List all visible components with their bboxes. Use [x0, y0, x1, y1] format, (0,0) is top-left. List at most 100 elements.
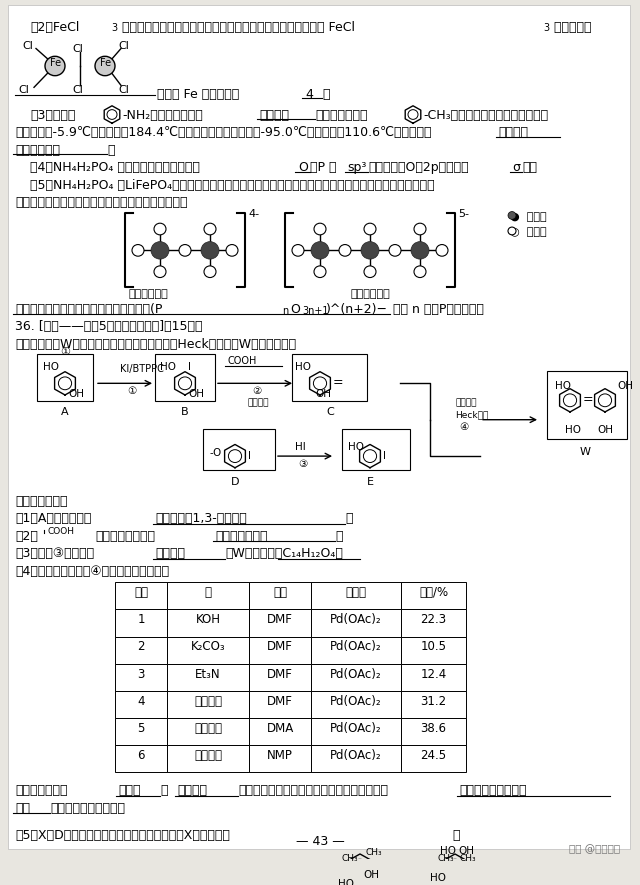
Bar: [115, 610, 167, 636]
Text: 和: 和: [160, 784, 168, 797]
Text: HO: HO: [160, 362, 176, 372]
Text: 中的化学键具有明显的共价性，蒸汽状态下以双聚分子存在的 FeCl: 中的化学键具有明显的共价性，蒸汽状态下以双聚分子存在的 FeCl: [118, 21, 355, 35]
Text: 5-: 5-: [458, 209, 469, 219]
Text: ；P 的: ；P 的: [310, 161, 337, 174]
Text: -CH₃）的相对分子质量相近，但苯: -CH₃）的相对分子质量相近，但苯: [423, 109, 548, 122]
Text: 六氮呉啊: 六氮呉啊: [194, 695, 222, 708]
Circle shape: [154, 266, 166, 278]
Bar: [167, 691, 249, 718]
Bar: [167, 718, 249, 745]
Bar: [311, 582, 401, 610]
Text: HO: HO: [348, 442, 364, 451]
Text: OH: OH: [458, 846, 474, 856]
Circle shape: [132, 244, 144, 256]
Bar: [115, 582, 167, 610]
Bar: [115, 636, 167, 664]
Text: 5: 5: [138, 722, 145, 735]
Text: 3n+1: 3n+1: [302, 305, 328, 316]
Text: 之间存在氢键: 之间存在氢键: [15, 143, 60, 157]
Text: -NH₂）的晶体类型是: -NH₂）的晶体类型是: [122, 109, 203, 122]
Bar: [401, 610, 466, 636]
Text: 。: 。: [322, 88, 330, 101]
Circle shape: [414, 223, 426, 235]
Text: 六氮呉啊: 六氮呉啊: [194, 722, 222, 735]
Text: 钯催化剂: 钯催化剂: [455, 398, 477, 407]
Text: E: E: [367, 477, 374, 488]
Circle shape: [361, 242, 379, 259]
Text: Cl: Cl: [118, 85, 129, 96]
Circle shape: [151, 242, 169, 259]
Text: -O: -O: [210, 449, 222, 458]
Text: ，W的分子式为C₁₄H₁₂O₄。: ，W的分子式为C₁₄H₁₂O₄。: [225, 547, 343, 560]
Text: 这类磷酸根离子的化学式可用通式表示为(P: 这类磷酸根离子的化学式可用通式表示为(P: [15, 303, 163, 316]
Text: HO: HO: [555, 381, 571, 391]
Text: 。: 。: [107, 143, 115, 157]
Circle shape: [364, 266, 376, 278]
Bar: [311, 745, 401, 773]
Text: （5）X为D的同分异构体，写出满足如下条件的X的结构简式: （5）X为D的同分异构体，写出满足如下条件的X的结构简式: [15, 828, 230, 842]
Text: Fe: Fe: [100, 58, 111, 68]
Text: 催化剂: 催化剂: [346, 586, 367, 599]
Text: DMA: DMA: [266, 722, 294, 735]
Text: 胺的熔点（-5.9℃）、沸点（184.4℃）分别高于甲苯的熔点（-95.0℃）、沸点（110.6℃），原因是: 胺的熔点（-5.9℃）、沸点（184.4℃）分别高于甲苯的熔点（-95.0℃）、…: [15, 127, 431, 139]
Circle shape: [314, 223, 326, 235]
Text: 分子晶体: 分子晶体: [259, 109, 289, 122]
Text: OH: OH: [597, 425, 613, 435]
Text: 碱: 碱: [205, 586, 211, 599]
Text: ①: ①: [127, 386, 136, 396]
Bar: [401, 691, 466, 718]
Bar: [401, 582, 466, 610]
Text: σ: σ: [512, 161, 520, 174]
Text: 。: 。: [452, 828, 460, 842]
Text: 氧化白藜芦醇W具有抗病毒等作用。下面是利用Heck反应合成W的一种方法：: 氧化白藜芦醇W具有抗病毒等作用。下面是利用Heck反应合成W的一种方法：: [15, 338, 296, 350]
Text: 。: 。: [345, 512, 353, 526]
Circle shape: [339, 244, 351, 256]
Text: Cl: Cl: [118, 41, 129, 50]
Text: sp³: sp³: [347, 161, 366, 174]
Circle shape: [292, 244, 304, 256]
Text: n: n: [282, 305, 288, 316]
Text: 回答下列问题：: 回答下列问题：: [15, 495, 67, 508]
Bar: [249, 664, 311, 691]
Text: D: D: [231, 477, 239, 488]
Text: Cl: Cl: [72, 85, 83, 96]
Text: COOH: COOH: [47, 527, 74, 536]
Bar: [249, 745, 311, 773]
Circle shape: [45, 57, 65, 76]
Text: ④: ④: [459, 421, 468, 432]
Text: 6: 6: [137, 750, 145, 762]
Text: I: I: [383, 451, 386, 461]
Bar: [249, 691, 311, 718]
Text: 的结构式为: 的结构式为: [550, 21, 591, 35]
Text: 3: 3: [138, 667, 145, 681]
Text: 等对反应产率的影响。: 等对反应产率的影响。: [50, 802, 125, 814]
Text: NMP: NMP: [267, 750, 293, 762]
Text: HO: HO: [295, 362, 311, 372]
Circle shape: [179, 244, 191, 256]
Text: 3: 3: [111, 23, 117, 34]
Bar: [167, 664, 249, 691]
Text: Pd(OAc)₂: Pd(OAc)₂: [330, 613, 382, 627]
Bar: [401, 718, 466, 745]
Text: （3）苯胺（: （3）苯胺（: [30, 109, 76, 122]
Text: DMF: DMF: [267, 641, 293, 653]
Bar: [292, 354, 367, 401]
Bar: [401, 636, 466, 664]
Text: K₂CO₃: K₂CO₃: [191, 641, 225, 653]
Bar: [167, 582, 249, 610]
Text: B: B: [181, 406, 189, 417]
Text: 间苯二酚（1,3-苯二酚）: 间苯二酚（1,3-苯二酚）: [155, 512, 247, 526]
Text: C: C: [326, 406, 334, 417]
Text: ●  磷原子: ● 磷原子: [510, 212, 547, 221]
Text: 六氮呉啊: 六氮呉啊: [194, 750, 222, 762]
Text: Heck反应: Heck反应: [455, 410, 488, 419]
Text: Et₃N: Et₃N: [195, 667, 221, 681]
Bar: [311, 636, 401, 664]
Bar: [115, 664, 167, 691]
Text: 杂化轨道与O的2p轨道形成: 杂化轨道与O的2p轨道形成: [368, 161, 468, 174]
Text: 钯催化剂: 钯催化剂: [248, 398, 269, 407]
Bar: [547, 371, 627, 439]
Text: 取代反应: 取代反应: [155, 547, 185, 560]
Text: =: =: [333, 375, 344, 389]
Circle shape: [311, 242, 329, 259]
